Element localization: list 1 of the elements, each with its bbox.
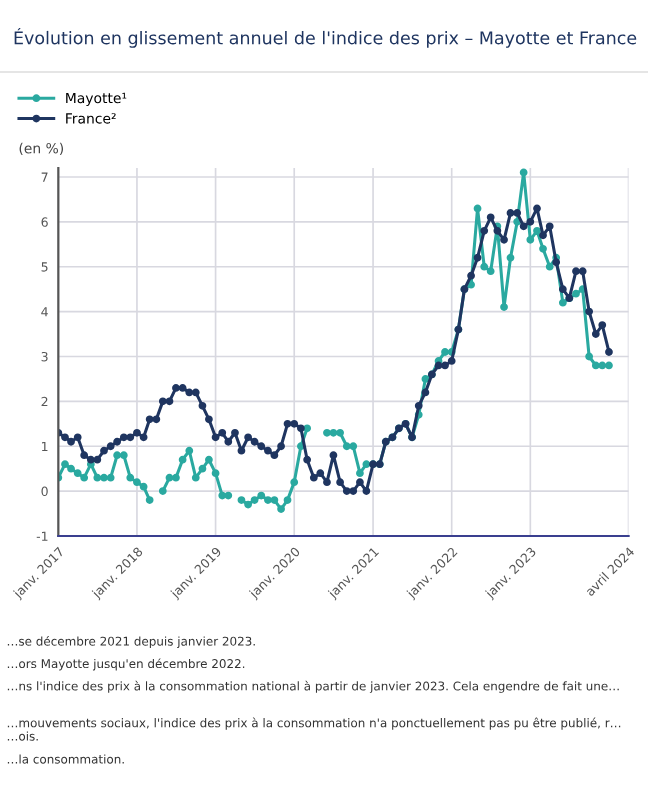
chart-title: Évolution en glissement annuel de l'indice des prix – Mayotte et France — [14, 28, 637, 48]
